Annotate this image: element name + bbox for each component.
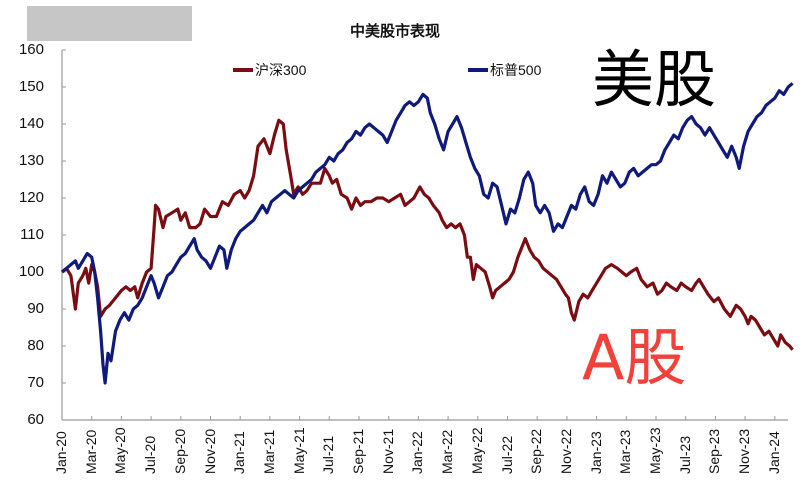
y-tick-label: 70 (27, 374, 44, 391)
y-tick-label: 60 (27, 411, 44, 428)
y-tick-label: 160 (18, 41, 44, 58)
x-tick-marks (61, 416, 776, 420)
annotation-a-shares: A股 (582, 321, 687, 394)
legend-label-sp500: 标普500 (490, 62, 542, 78)
chart-title-text: 中美股市表现 (350, 23, 441, 40)
y-tick-label: 130 (18, 152, 44, 169)
y-tick-label: 90 (27, 300, 44, 317)
legend-swatch-csi300 (233, 68, 253, 72)
series-line-sp500 (60, 82, 794, 385)
y-tick-label: 120 (18, 189, 44, 206)
legend-swatch-sp500 (468, 68, 488, 72)
legend-item-csi300: 沪深300 (233, 60, 306, 80)
legend-item-sp500: 标普500 (468, 60, 541, 80)
y-tick-label: 150 (18, 78, 44, 95)
y-tick-label: 140 (18, 115, 44, 132)
y-tick-label: 100 (18, 263, 44, 280)
y-tick-marks (62, 49, 66, 421)
series-line-csi300 (60, 118, 794, 351)
legend-label-csi300: 沪深300 (255, 62, 307, 78)
redacted-region (27, 6, 192, 41)
y-tick-label: 80 (27, 337, 44, 354)
annotation-us-stocks: 美股 (592, 43, 717, 116)
y-tick-label: 110 (20, 226, 44, 243)
